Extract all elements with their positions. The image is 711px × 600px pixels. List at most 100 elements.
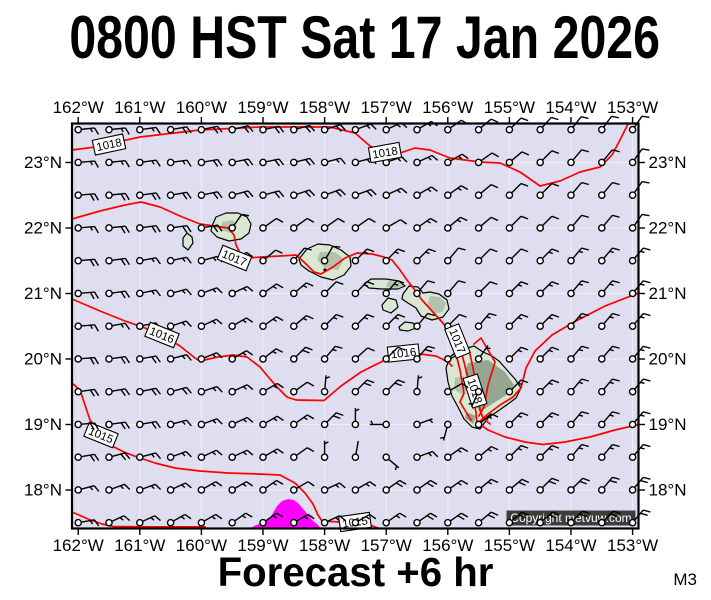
barb-staff bbox=[295, 381, 308, 391]
barb-staff bbox=[357, 281, 368, 292]
barb-feather-full bbox=[216, 125, 223, 133]
barb-staff bbox=[81, 356, 95, 360]
barb-feather-full bbox=[490, 413, 499, 418]
wind-barb bbox=[474, 281, 498, 298]
barb-staff bbox=[327, 482, 340, 490]
wind-barb bbox=[536, 150, 560, 167]
wind-barb bbox=[105, 452, 131, 462]
barb-staff bbox=[358, 157, 372, 163]
barb-feather-half bbox=[242, 319, 247, 324]
barb-feather-full bbox=[186, 419, 192, 427]
barb-circle bbox=[228, 355, 236, 363]
barb-staff bbox=[603, 149, 613, 161]
barb-feather-full bbox=[643, 411, 651, 415]
barb-staff bbox=[480, 511, 492, 522]
wind-barb bbox=[135, 355, 161, 364]
barb-feather-full bbox=[366, 248, 375, 253]
barb-feather-full bbox=[306, 381, 315, 387]
barb-staff bbox=[142, 483, 156, 490]
barb-staff bbox=[203, 318, 217, 326]
barb-circle bbox=[567, 486, 575, 494]
wind-barb bbox=[197, 191, 223, 200]
barb-feather-half bbox=[640, 381, 645, 385]
barb-feather-full bbox=[426, 515, 434, 521]
barb-feather-full bbox=[246, 251, 254, 258]
wind-barb bbox=[628, 213, 650, 232]
barb-feather-full bbox=[551, 116, 559, 121]
wind-barb bbox=[228, 285, 254, 298]
barb-feather-full bbox=[275, 249, 283, 254]
barb-circle bbox=[474, 387, 483, 396]
barb-staff bbox=[173, 320, 187, 326]
barb-circle bbox=[505, 387, 514, 396]
barb-circle bbox=[536, 355, 545, 363]
barb-staff bbox=[81, 324, 95, 327]
barb-circle bbox=[536, 453, 545, 462]
barb-feather-full bbox=[551, 346, 560, 351]
barb-feather-half bbox=[640, 316, 645, 319]
barb-circle bbox=[105, 453, 113, 462]
barb-staff bbox=[511, 215, 522, 227]
wind-barb bbox=[320, 217, 345, 232]
barb-circle bbox=[474, 125, 483, 134]
barb-staff bbox=[572, 149, 583, 161]
barb-staff bbox=[234, 350, 247, 359]
barb-staff bbox=[173, 419, 187, 425]
barb-feather-full bbox=[520, 346, 529, 351]
barb-feather-half bbox=[640, 414, 645, 417]
barb-circle bbox=[413, 486, 421, 494]
lon-label-bottom: 156°W bbox=[422, 536, 473, 555]
barb-feather-half bbox=[272, 482, 277, 486]
barb-staff bbox=[233, 214, 243, 226]
barb-staff bbox=[541, 445, 553, 456]
barb-feather-half bbox=[548, 349, 554, 353]
barb-staff bbox=[173, 256, 187, 261]
barb-staff bbox=[204, 125, 218, 130]
barb-staff bbox=[511, 346, 522, 358]
barb-feather-full bbox=[490, 511, 499, 516]
barb-feather-full bbox=[120, 193, 126, 201]
barb-circle bbox=[382, 224, 391, 232]
barb-feather-half bbox=[609, 381, 614, 385]
wind-barb bbox=[628, 476, 651, 494]
barb-feather-full bbox=[278, 125, 285, 133]
barb-staff bbox=[387, 379, 399, 391]
barb-feather-full bbox=[151, 421, 157, 429]
wind-barb bbox=[413, 217, 438, 232]
barb-feather-full bbox=[579, 513, 587, 518]
wind-barb bbox=[536, 477, 560, 494]
wind-barb bbox=[74, 453, 100, 462]
barb-feather-half bbox=[427, 156, 432, 161]
barb-circle bbox=[259, 355, 267, 363]
model-tag: M3 bbox=[673, 570, 697, 589]
barb-staff bbox=[112, 225, 126, 229]
barb-feather-half bbox=[578, 250, 584, 254]
wind-barb bbox=[135, 515, 161, 527]
barb-feather-full bbox=[394, 382, 403, 387]
wind-barb bbox=[505, 478, 530, 494]
barb-staff bbox=[111, 355, 126, 360]
barb-feather-full bbox=[274, 159, 281, 167]
barb-feather-full bbox=[428, 248, 436, 253]
isobar-label-box bbox=[444, 323, 471, 359]
barb-staff bbox=[480, 281, 491, 292]
barb-staff bbox=[388, 512, 401, 522]
barb-feather-full bbox=[643, 476, 651, 480]
barb-circle bbox=[351, 387, 360, 396]
barb-feather-full bbox=[306, 414, 315, 420]
barb-staff bbox=[265, 158, 280, 163]
barb-circle bbox=[413, 420, 421, 429]
wind-barb bbox=[259, 125, 285, 134]
barb-feather-half bbox=[363, 251, 369, 255]
wind-barb bbox=[443, 247, 466, 265]
barb-circle bbox=[166, 125, 175, 134]
barb-circle bbox=[628, 289, 637, 298]
barb-circle bbox=[289, 420, 298, 429]
wind-barb bbox=[105, 322, 131, 331]
barb-circle bbox=[320, 289, 329, 298]
barb-circle bbox=[536, 518, 545, 527]
wind-barb bbox=[228, 416, 254, 429]
barb-staff bbox=[204, 352, 217, 359]
barb-circle bbox=[382, 125, 391, 134]
barb-feather-full bbox=[94, 422, 99, 430]
